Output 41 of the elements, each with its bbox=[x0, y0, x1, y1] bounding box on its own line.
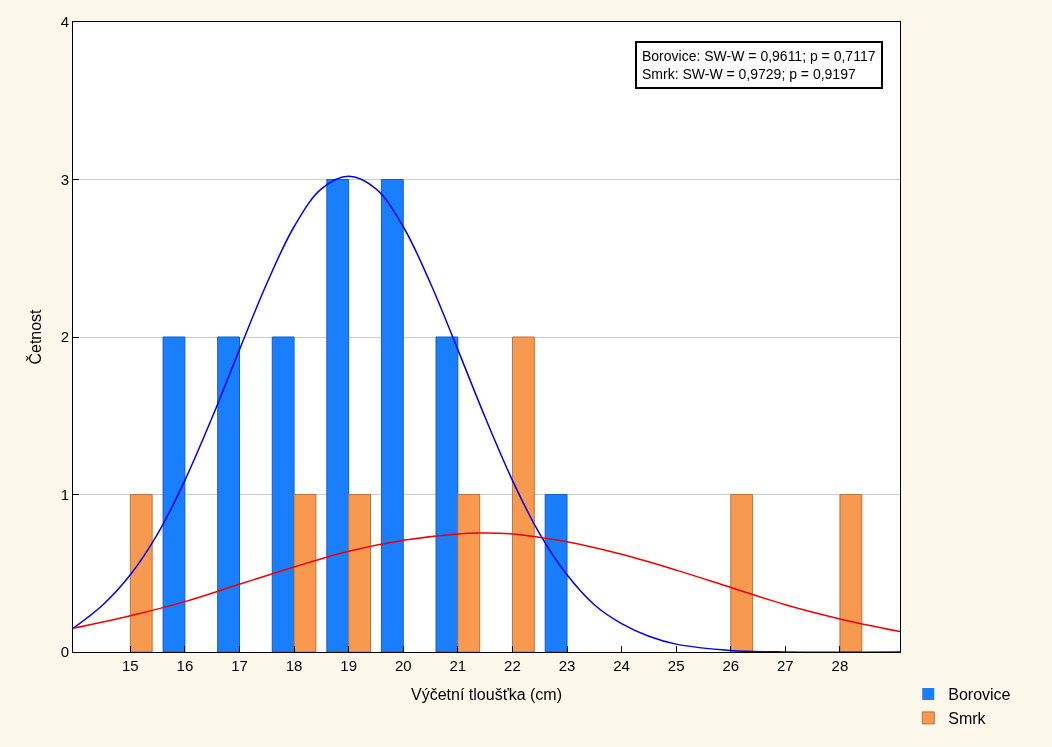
y-tick-label: 3 bbox=[60, 170, 69, 188]
x-tick-label: 24 bbox=[613, 657, 630, 674]
y-tick-label: 2 bbox=[60, 328, 69, 346]
x-tick-label: 15 bbox=[121, 657, 139, 674]
x-tick-label: 19 bbox=[340, 657, 358, 674]
annotation: Smrk: SW-W = 0,9729; p = 0,9197 bbox=[642, 66, 856, 83]
bar bbox=[435, 336, 459, 652]
x-tick-label: 20 bbox=[394, 657, 412, 674]
bar bbox=[162, 336, 186, 652]
x-tick-label: 27 bbox=[777, 657, 794, 674]
bar bbox=[217, 336, 240, 652]
x-tick-label: 28 bbox=[831, 657, 849, 674]
bar bbox=[839, 494, 863, 652]
x-tick-label: 18 bbox=[285, 657, 303, 674]
line-series bbox=[73, 532, 900, 633]
bar bbox=[348, 494, 371, 652]
bar bbox=[511, 336, 535, 652]
bar bbox=[544, 494, 568, 652]
bar bbox=[129, 494, 153, 652]
x-tick-label: 25 bbox=[667, 657, 685, 674]
x-tick-label: 22 bbox=[504, 657, 521, 674]
legend-label: Borovice bbox=[948, 686, 1011, 704]
bar bbox=[457, 494, 481, 652]
bar bbox=[380, 179, 404, 652]
x-tick-label: 23 bbox=[558, 657, 576, 674]
x-axis-title: Výčetní tloušťka (cm) bbox=[411, 685, 562, 703]
x-tick-label: 17 bbox=[231, 657, 248, 674]
annotation: Borovice: SW-W = 0,9611; p = 0,7117 bbox=[642, 48, 876, 64]
bar bbox=[326, 179, 350, 652]
x-tick-label: 16 bbox=[176, 657, 194, 674]
y-tick-label: 0 bbox=[60, 643, 69, 661]
y-axis-title: Četnost bbox=[25, 308, 44, 365]
x-tick-label: 21 bbox=[449, 657, 467, 674]
line-series bbox=[73, 175, 900, 652]
y-tick-label: 4 bbox=[60, 13, 69, 31]
bar bbox=[271, 336, 295, 652]
x-tick-label: 26 bbox=[722, 657, 740, 674]
legend-label: Smrk bbox=[948, 710, 987, 728]
bar bbox=[730, 494, 754, 652]
bar bbox=[293, 494, 317, 652]
y-tick-label: 1 bbox=[60, 485, 69, 503]
